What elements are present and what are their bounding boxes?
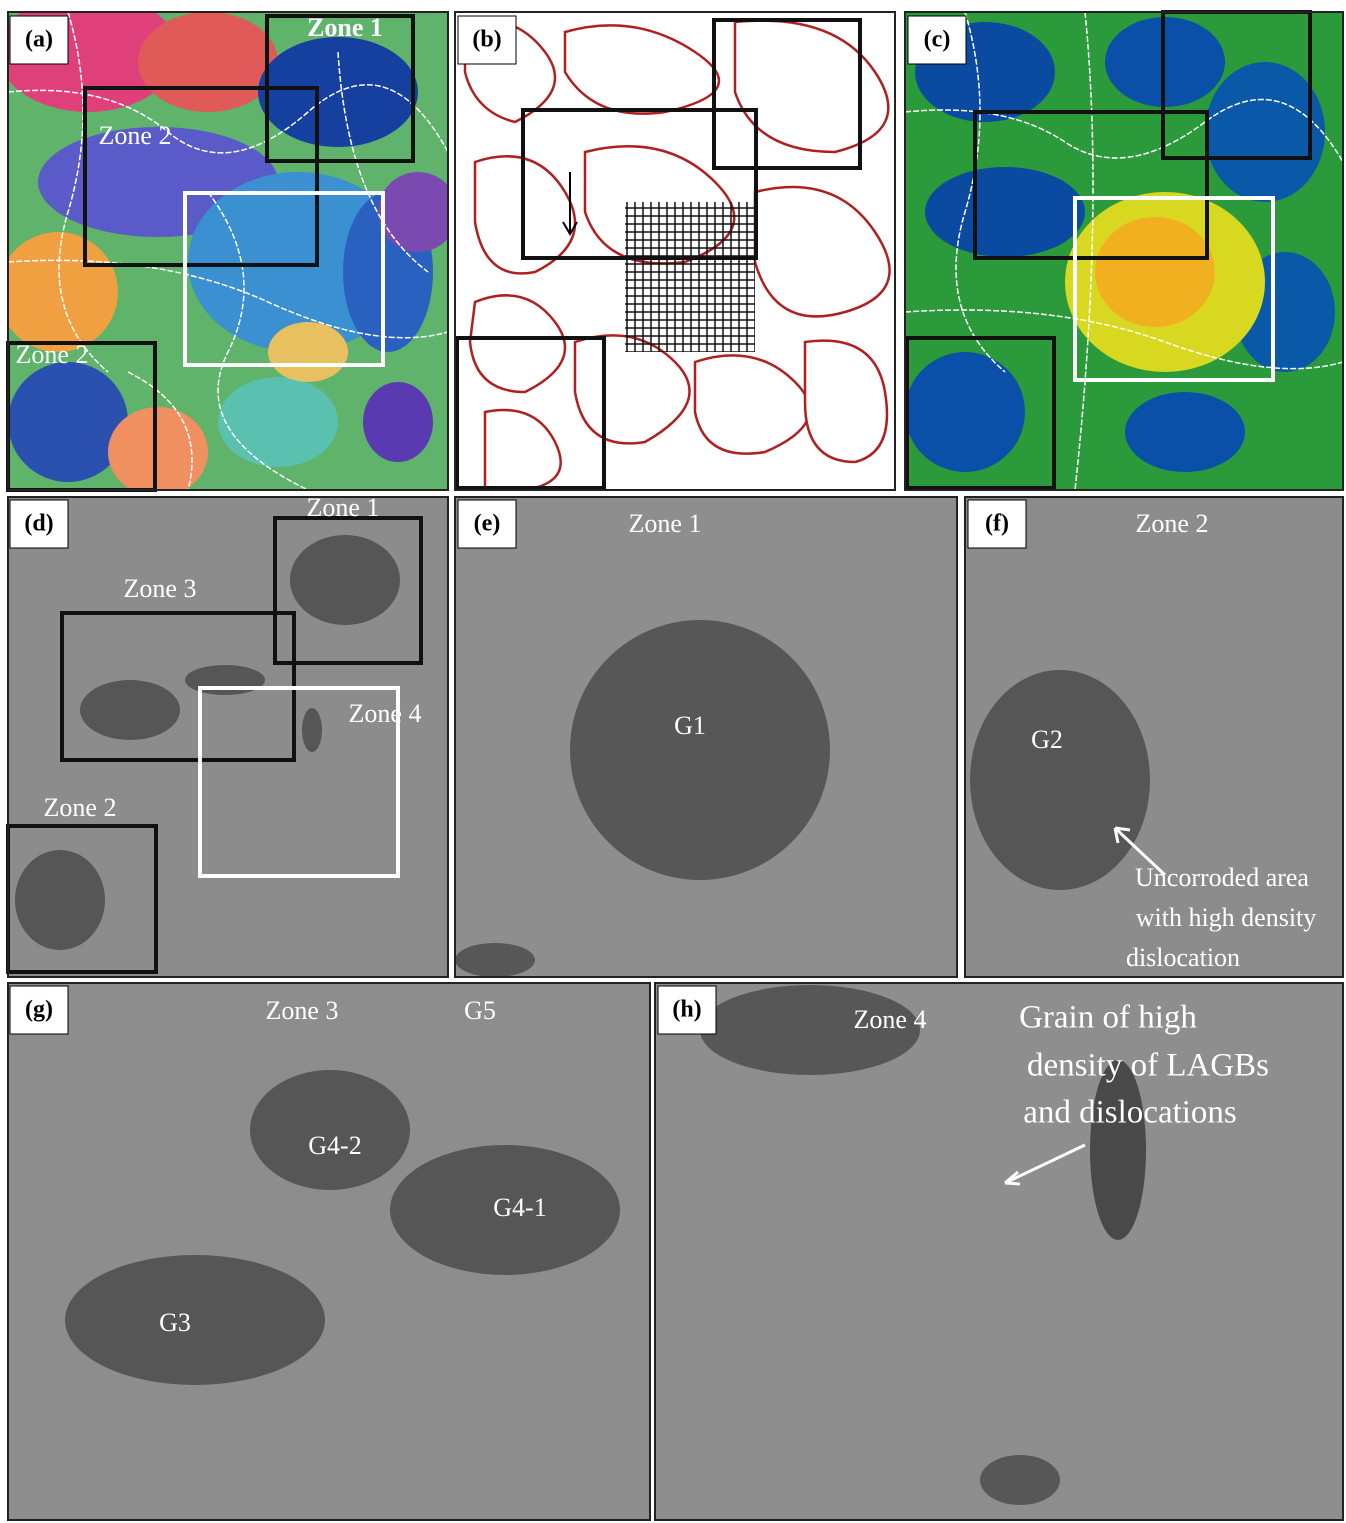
- annotation: G2: [1031, 725, 1063, 754]
- annotation: G1: [674, 711, 706, 740]
- annotation: Zone 1: [307, 13, 383, 42]
- panel-a-image: [0, 0, 458, 497]
- annotation: Zone 3: [266, 996, 339, 1025]
- panel-label: (h): [672, 997, 701, 1023]
- panel-label: (b): [472, 27, 501, 53]
- annotation: and dislocations: [1023, 1095, 1237, 1131]
- annotation: G4-1: [493, 1193, 546, 1222]
- annotation: density of LAGBs: [1027, 1048, 1269, 1084]
- annotation: Zone 1: [307, 493, 380, 522]
- annotation: Zone 2: [44, 793, 117, 822]
- annotation: Zone 2: [16, 340, 89, 369]
- figure: (a) (b) (c) (d) (e) (f) (g) (h) Zone 1 Z…: [0, 0, 1346, 1523]
- annotation: G3: [159, 1308, 191, 1337]
- annotation: Zone 2: [99, 121, 172, 150]
- panel-label: (a): [25, 27, 53, 53]
- annotation: Zone 4: [349, 699, 422, 728]
- annotation: Grain of high: [1019, 1000, 1197, 1036]
- panel-label: (c): [924, 27, 951, 53]
- annotation: with high density: [1136, 903, 1317, 932]
- annotation: G4-2: [308, 1131, 361, 1160]
- annotation: G5: [464, 996, 496, 1025]
- panel-c-image: [905, 12, 1343, 490]
- panel-label: (g): [25, 997, 53, 1023]
- panel-label: (e): [474, 511, 501, 537]
- panel-label: (d): [24, 511, 53, 537]
- annotation: dislocation: [1126, 943, 1240, 972]
- panel-label: (f): [985, 511, 1009, 537]
- annotation: Uncorroded area: [1135, 863, 1309, 892]
- annotation: Zone 4: [854, 1005, 927, 1034]
- annotation: Zone 3: [124, 574, 197, 603]
- annotation: Zone 2: [1136, 509, 1209, 538]
- annotation: Zone 1: [629, 509, 702, 538]
